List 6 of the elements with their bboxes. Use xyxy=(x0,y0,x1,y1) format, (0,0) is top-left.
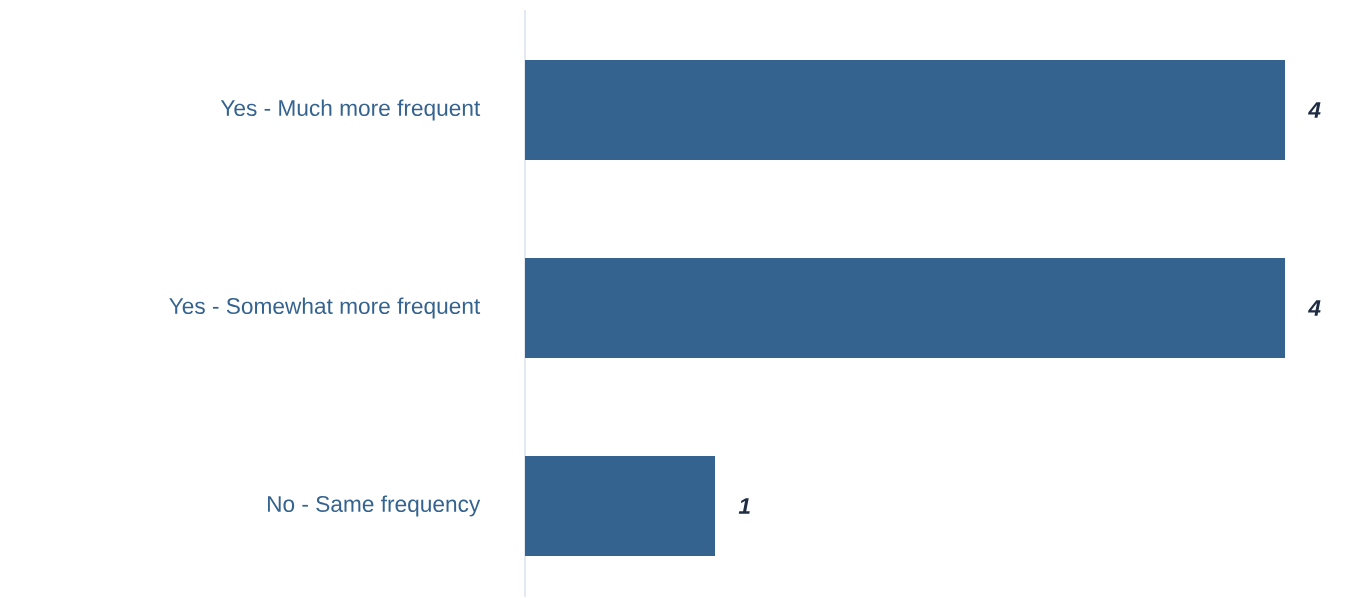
data-label: 1 xyxy=(738,498,750,514)
data-label: 4 xyxy=(1308,300,1321,316)
y-tick-label: No - Same frequency xyxy=(267,495,481,517)
data-label: 4 xyxy=(1308,102,1321,118)
y-tick-label: Yes - Somewhat more frequent xyxy=(169,297,481,319)
y-tick-label: Yes - Much more frequent xyxy=(220,99,481,121)
